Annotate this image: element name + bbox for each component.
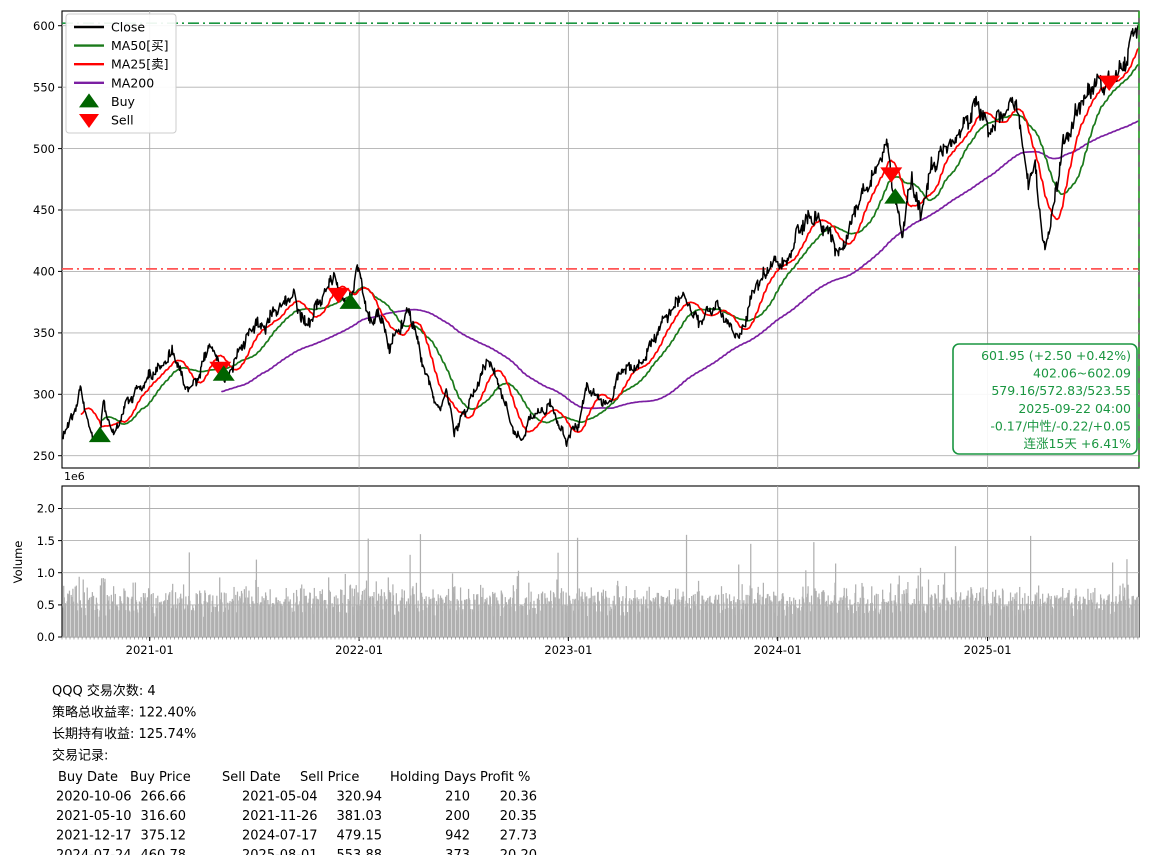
table-header-0: Buy Date bbox=[58, 770, 118, 785]
table-header-5: Profit % bbox=[480, 770, 530, 785]
marker-buy-2021-12-17 bbox=[339, 293, 362, 309]
table-cell: 2021-05-10 bbox=[56, 809, 132, 824]
table-cell: 553.88 bbox=[337, 848, 383, 855]
strategy-report: QQQ 交易次数: 4 策略总收益率: 122.40% 长期持有收益: 125.74… bbox=[52, 683, 537, 855]
table-cell: 375.12 bbox=[141, 829, 187, 844]
price-ytick-label: 250 bbox=[33, 449, 55, 463]
price-ytick-label: 600 bbox=[33, 19, 55, 33]
legend-label-MA200: MA200 bbox=[111, 75, 154, 90]
x-tick-label: 2025-01 bbox=[964, 643, 1012, 657]
x-tick-label: 2021-01 bbox=[126, 643, 174, 657]
reference-hlines bbox=[62, 22, 1139, 270]
trade-markers bbox=[88, 75, 1121, 443]
legend-label-MA50[买]: MA50[买] bbox=[111, 38, 169, 53]
volume-ytick-label: 1.0 bbox=[37, 566, 55, 580]
marker-sell-2024-07-17 bbox=[880, 167, 903, 183]
volume-ytick-labels: 0.0 0.5 1.0 1.5 2.0 bbox=[37, 502, 55, 645]
table-cell: 2025-08-01 bbox=[242, 848, 318, 855]
price-x-gridlines bbox=[149, 11, 989, 468]
table-cell: 2021-12-17 bbox=[56, 829, 132, 844]
infobox-line-4: -0.17/中性/-0.22/+0.05 bbox=[990, 418, 1131, 433]
volume-bars bbox=[62, 534, 1139, 637]
volume-axis-title: Volume bbox=[11, 541, 25, 584]
legend-label-MA25[卖]: MA25[卖] bbox=[111, 57, 169, 72]
marker-sell-2021-11-26 bbox=[327, 287, 350, 304]
table-cell: 479.15 bbox=[337, 829, 383, 844]
price-ytick-label: 550 bbox=[33, 80, 55, 94]
table-cell: 2024-07-17 bbox=[242, 829, 318, 844]
table-cell: 2020-10-06 bbox=[56, 790, 132, 805]
table-cell: 2021-11-26 bbox=[242, 809, 318, 824]
table-cell: 316.60 bbox=[141, 809, 187, 824]
table-cell: 460.78 bbox=[141, 848, 187, 855]
x-tick-labels: 2021-01 2022-01 2023-01 2024-01 2025-01 bbox=[126, 637, 1012, 657]
legend-swatch-buy bbox=[79, 93, 99, 108]
volume-ytick-label: 1.5 bbox=[37, 534, 55, 548]
volume-ytick-label: 0.5 bbox=[37, 598, 55, 612]
infobox-line-0: 601.95 (+2.50 +0.42%) bbox=[981, 348, 1131, 363]
table-cell: 20.36 bbox=[500, 790, 537, 805]
legend-label-Buy: Buy bbox=[111, 94, 135, 109]
table-header-4: Holding Days bbox=[390, 770, 476, 785]
volume-ytick-label: 2.0 bbox=[37, 502, 55, 516]
infobox-line-3: 2025-09-22 04:00 bbox=[1018, 401, 1131, 416]
table-header-2: Sell Date bbox=[222, 770, 281, 785]
table-header-1: Buy Price bbox=[130, 770, 191, 785]
x-minor-ticks bbox=[61, 637, 1139, 640]
legend-label-Sell: Sell bbox=[111, 113, 134, 128]
legend-swatch-sell bbox=[79, 114, 99, 128]
report-summary-line-2: 长期持有收益: 125.74% bbox=[52, 727, 196, 742]
report-summary-line-3: 交易记录: bbox=[52, 748, 108, 764]
table-cell: 266.66 bbox=[141, 790, 187, 805]
volume-ytick-label: 0.0 bbox=[37, 630, 55, 644]
table-cell: 20.35 bbox=[500, 809, 537, 824]
table-cell: 2021-05-04 bbox=[242, 790, 318, 805]
ma25-line bbox=[80, 47, 1139, 433]
x-tick-label: 2022-01 bbox=[335, 643, 383, 657]
volume-axes: 0.0 0.5 1.0 1.5 2.0 1e6 Volume bbox=[11, 470, 1140, 645]
table-cell: 942 bbox=[445, 829, 470, 844]
price-ytick-label: 500 bbox=[33, 142, 55, 156]
table-cell: 381.03 bbox=[337, 809, 383, 824]
infobox-line-2: 579.16/572.83/523.55 bbox=[991, 383, 1131, 398]
marker-buy-2024-07-24 bbox=[884, 188, 907, 204]
price-ytick-label: 450 bbox=[33, 203, 55, 217]
table-header-3: Sell Price bbox=[300, 770, 359, 785]
x-tick-label: 2023-01 bbox=[544, 643, 592, 657]
table-cell: 200 bbox=[445, 809, 470, 824]
price-ytick-label: 300 bbox=[33, 388, 55, 402]
table-cell: 320.94 bbox=[337, 790, 383, 805]
marker-sell-2021-05-04 bbox=[209, 361, 232, 378]
quote-infobox-border bbox=[952, 343, 1138, 455]
price-ytick-label: 350 bbox=[33, 326, 55, 340]
report-summary-line-0: QQQ 交易次数: 4 bbox=[52, 683, 156, 699]
legend-label-Close: Close bbox=[111, 20, 145, 35]
report-summary-line-1: 策略总收益率: 122.40% bbox=[52, 705, 196, 721]
marker-buy-2021-05-10 bbox=[212, 365, 235, 381]
table-cell: 210 bbox=[445, 790, 470, 805]
table-cell: 27.73 bbox=[500, 829, 537, 844]
marker-buy-2020-10-06 bbox=[88, 426, 111, 443]
price-ytick-label: 400 bbox=[33, 265, 55, 279]
x-tick-label: 2024-01 bbox=[754, 643, 802, 657]
price-ytick-labels: 250 300 350 400 450 500 550 600 bbox=[33, 19, 55, 463]
marker-sell-2025-08-01 bbox=[1098, 75, 1121, 91]
chart-legend[interactable]: Close MA50[买] MA25[卖] MA200 Buy Sell bbox=[65, 13, 177, 134]
close-line bbox=[62, 22, 1139, 448]
quote-infobox: 601.95 (+2.50 +0.42%) 402.06~602.09 579.16… bbox=[952, 343, 1138, 455]
table-cell: 373 bbox=[445, 848, 470, 855]
infobox-line-5: 连涨15天 +6.41% bbox=[1023, 436, 1131, 451]
table-cell: 20.20 bbox=[500, 848, 537, 855]
infobox-line-1: 402.06~602.09 bbox=[1033, 366, 1131, 381]
volume-offset-label: 1e6 bbox=[64, 470, 85, 483]
table-cell: 2024-07-24 bbox=[56, 848, 132, 855]
